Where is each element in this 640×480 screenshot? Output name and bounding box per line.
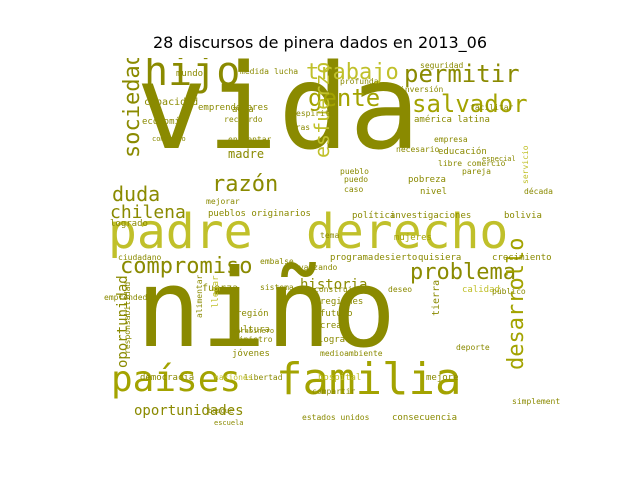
cloud-word: regiones xyxy=(320,297,364,307)
cloud-word: oportunidades xyxy=(134,403,244,419)
cloud-word: economía xyxy=(142,117,186,127)
cloud-word: comercio xyxy=(152,135,186,143)
cloud-word: mujeres xyxy=(394,233,432,243)
cloud-word: región xyxy=(236,309,269,319)
cloud-word: facilitar xyxy=(470,103,514,112)
cloud-word: seguridad xyxy=(420,61,464,70)
figure-title: 28 discursos de pinera dados en 2013_06 xyxy=(152,33,488,52)
cloud-word: necesario xyxy=(396,145,440,154)
cloud-word: medida xyxy=(240,67,269,76)
cloud-word: simplemente xyxy=(512,397,560,406)
cloud-word: desierto xyxy=(374,253,418,263)
cloud-word: democracia xyxy=(140,373,195,383)
cloud-word: lucha xyxy=(274,67,299,76)
cloud-word: libertad xyxy=(244,373,283,382)
cloud-word: puedo xyxy=(344,175,369,184)
cloud-word: cultura xyxy=(232,325,270,335)
cloud-word: compartir xyxy=(312,387,356,396)
cloud-word: alimentar xyxy=(195,274,204,318)
cloud-word: lograr xyxy=(318,335,351,345)
cloud-word: crear xyxy=(320,321,348,331)
cloud-word: madre xyxy=(228,147,265,161)
cloud-word: quisiera xyxy=(418,253,462,263)
cloud-word: público xyxy=(492,287,526,296)
cloud-word: estados unidos xyxy=(302,413,370,422)
cloud-word: sistema xyxy=(260,283,294,292)
cloud-word: historia xyxy=(300,277,368,293)
cloud-word: libre comercio xyxy=(438,159,506,168)
cloud-word: calidad xyxy=(462,285,500,295)
cloud-word: deseo xyxy=(388,285,413,294)
cloud-word: educación xyxy=(438,147,487,157)
cloud-word: tema xyxy=(320,231,340,240)
cloud-word: salvador xyxy=(412,90,528,118)
cloud-word: espíritu xyxy=(296,109,335,118)
cloud-word: capacidad xyxy=(144,97,199,108)
cloud-word: construir xyxy=(314,285,358,294)
cloud-word: pueblos originarios xyxy=(208,209,311,219)
cloud-word: especial xyxy=(482,155,516,163)
cloud-word: niño xyxy=(136,247,397,372)
cloud-word: tierra xyxy=(431,279,442,316)
cloud-word: compromiso xyxy=(120,254,253,279)
cloud-word: bolivia xyxy=(504,211,542,221)
cloud-word: recuerdo xyxy=(224,115,263,124)
cloud-word: ministro xyxy=(234,335,273,344)
cloud-word: futuro xyxy=(320,309,353,319)
cloud-word: derecho xyxy=(306,204,509,260)
cloud-word: ciudadano xyxy=(118,253,162,262)
cloud-word: deporte xyxy=(456,343,490,352)
cloud-word: llegar xyxy=(211,275,221,308)
cloud-word: permitir xyxy=(404,60,520,88)
cloud-word: medioambiente xyxy=(320,349,383,358)
word-cloud: vida niño padre derecho familia países h… xyxy=(96,58,560,428)
cloud-word: américa latina xyxy=(414,115,490,125)
cloud-word: mundo xyxy=(176,69,204,79)
cloud-word: inversión xyxy=(400,85,444,94)
cloud-word: gente xyxy=(308,84,381,112)
cloud-word: mejorar xyxy=(206,197,240,206)
cloud-word: jóvenes xyxy=(232,349,270,359)
cloud-word: pareja xyxy=(462,167,491,176)
cloud-word: escuela xyxy=(214,419,244,427)
cloud-word: servicio xyxy=(521,145,530,184)
cloud-word: crecimiento xyxy=(492,253,552,263)
cloud-word: sociedad xyxy=(120,58,145,158)
cloud-word: chilena xyxy=(110,202,186,223)
cloud-word: padre xyxy=(108,204,253,260)
cloud-word: agua xyxy=(232,105,254,115)
cloud-word: programa xyxy=(330,253,374,263)
cloud-word: década xyxy=(524,187,553,196)
cloud-word: hijo xyxy=(144,58,241,95)
cloud-word: pobreza xyxy=(408,175,446,185)
cloud-word: profunda xyxy=(340,77,379,86)
cloud-word: problema xyxy=(410,260,516,285)
cloud-word: obras xyxy=(286,123,311,132)
cloud-word: emprendedor xyxy=(104,293,157,302)
cloud-word: naciones xyxy=(214,373,253,382)
cloud-word: carabinero xyxy=(232,327,275,335)
cloud-word: nivel xyxy=(420,187,448,197)
cloud-word: vida xyxy=(136,58,421,176)
cloud-word: hospital xyxy=(318,373,362,383)
cloud-word: embalse xyxy=(260,257,294,266)
cloud-word: caso xyxy=(344,185,364,194)
cloud-word: duda xyxy=(112,182,161,206)
cloud-word: empresa xyxy=(434,135,468,144)
cloud-word: investigaciones xyxy=(390,211,472,221)
cloud-word: consecuencia xyxy=(392,413,458,423)
cloud-word: emprendedores xyxy=(198,103,269,113)
cloud-word: trabajo xyxy=(306,60,399,85)
cloud-word: fuerza xyxy=(202,283,239,294)
cloud-word: razón xyxy=(212,172,279,197)
cloud-word: logrado xyxy=(110,219,148,229)
cloud-word: mejore xyxy=(426,373,459,383)
cloud-word: familia xyxy=(276,354,462,405)
cloud-word: bosque xyxy=(208,407,234,415)
cloud-word: países xyxy=(111,359,242,400)
cloud-word: avanzando xyxy=(294,263,338,272)
cloud-word: pueblo xyxy=(340,167,369,176)
cloud-word: enfrentar xyxy=(228,135,272,144)
cloud-word: política xyxy=(352,211,396,221)
